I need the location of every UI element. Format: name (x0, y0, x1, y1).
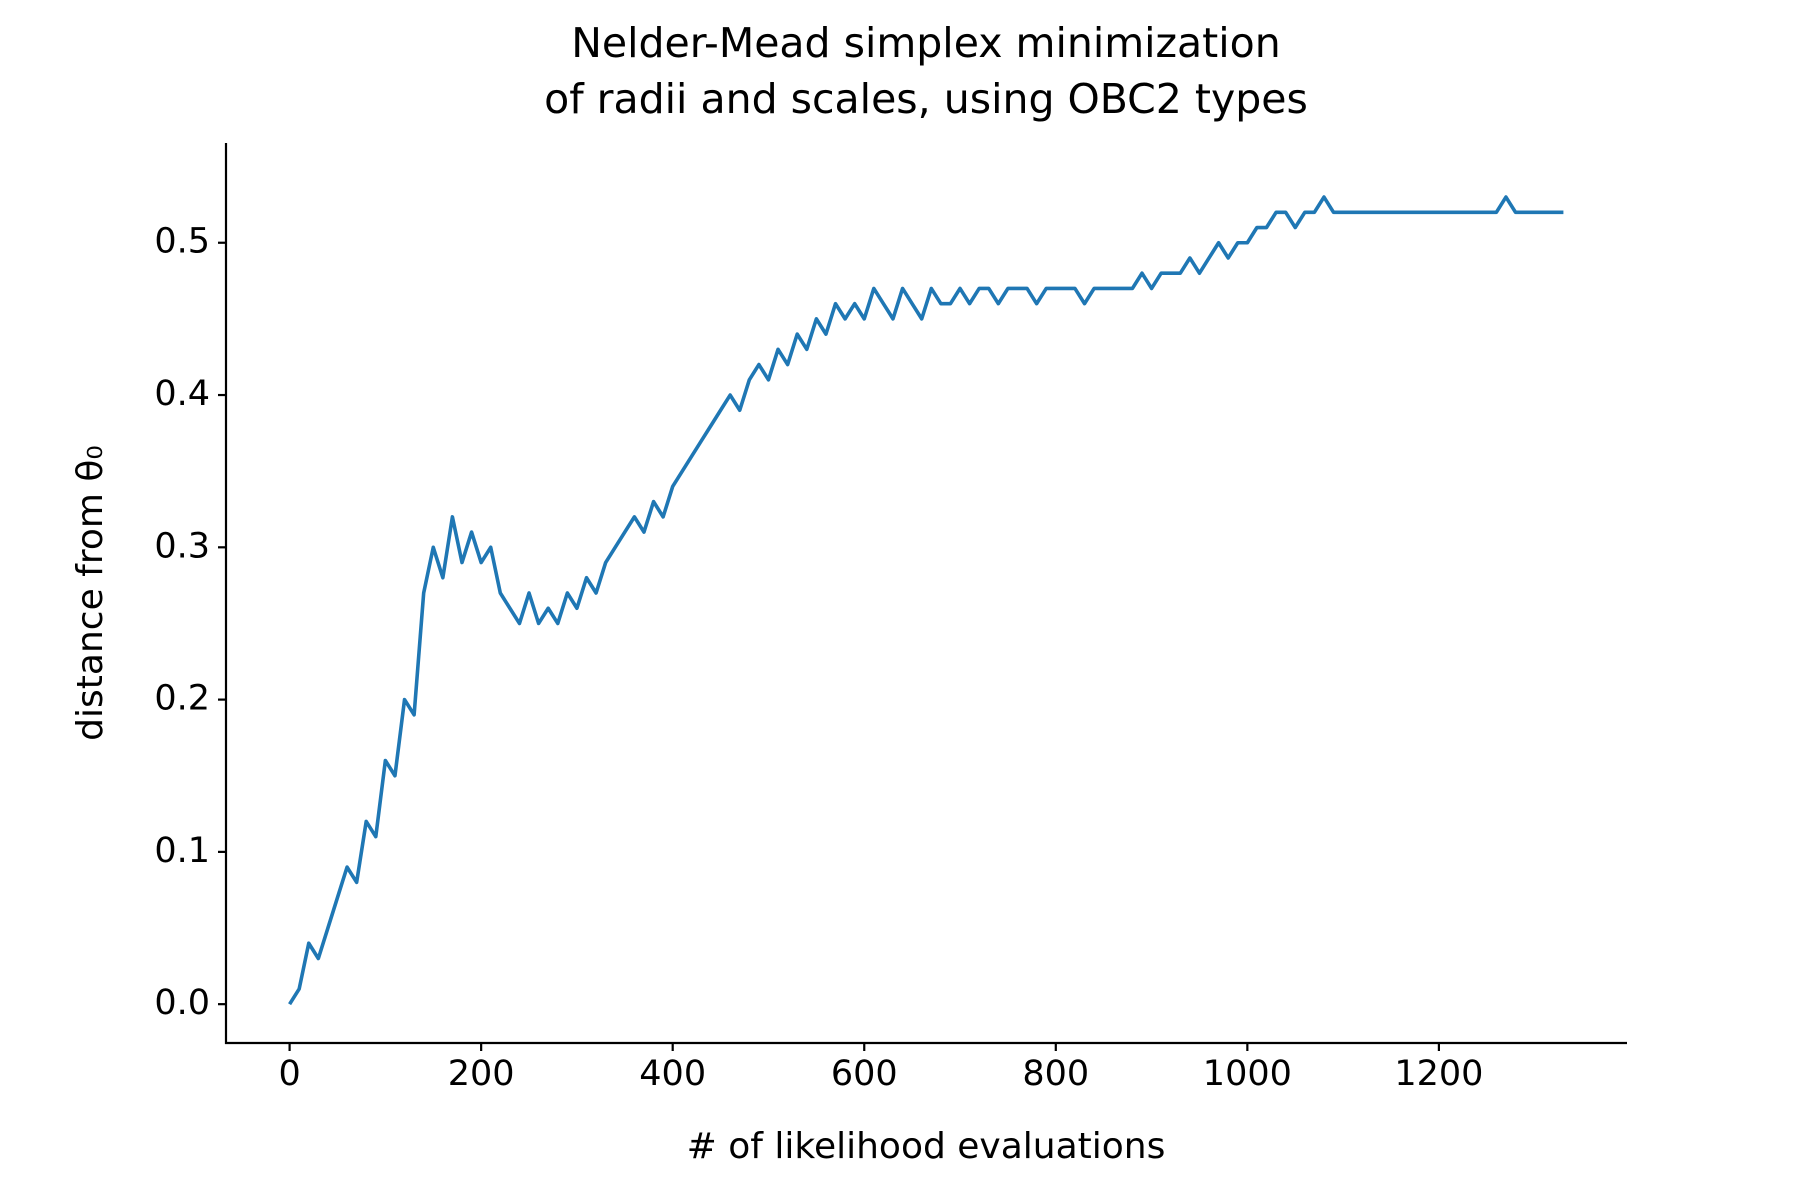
chart-title: of radii and scales, using OBC2 types (544, 75, 1308, 123)
data-line (288, 195, 1564, 1006)
x-tick-label: 0 (278, 1054, 300, 1094)
x-tick-label: 1200 (1394, 1054, 1483, 1094)
y-axis-title: distance from θ₀ (70, 445, 111, 741)
y-tick-label: 0.3 (154, 526, 210, 566)
x-tick-label: 1000 (1203, 1054, 1292, 1094)
x-tick-label: 800 (1022, 1054, 1089, 1094)
y-tick-label: 0.1 (154, 831, 210, 871)
y-tick-label: 0.4 (154, 374, 210, 414)
y-tick-label: 0.0 (154, 983, 210, 1023)
y-tick-label: 0.2 (154, 679, 210, 719)
x-tick-label: 200 (448, 1054, 515, 1094)
x-tick-label: 400 (639, 1054, 706, 1094)
x-tick-label: 600 (831, 1054, 898, 1094)
y-tick-label: 0.5 (154, 222, 210, 262)
x-axis-title: # of likelihood evaluations (687, 1126, 1166, 1167)
chart-title: Nelder-Mead simplex minimization (571, 19, 1280, 67)
